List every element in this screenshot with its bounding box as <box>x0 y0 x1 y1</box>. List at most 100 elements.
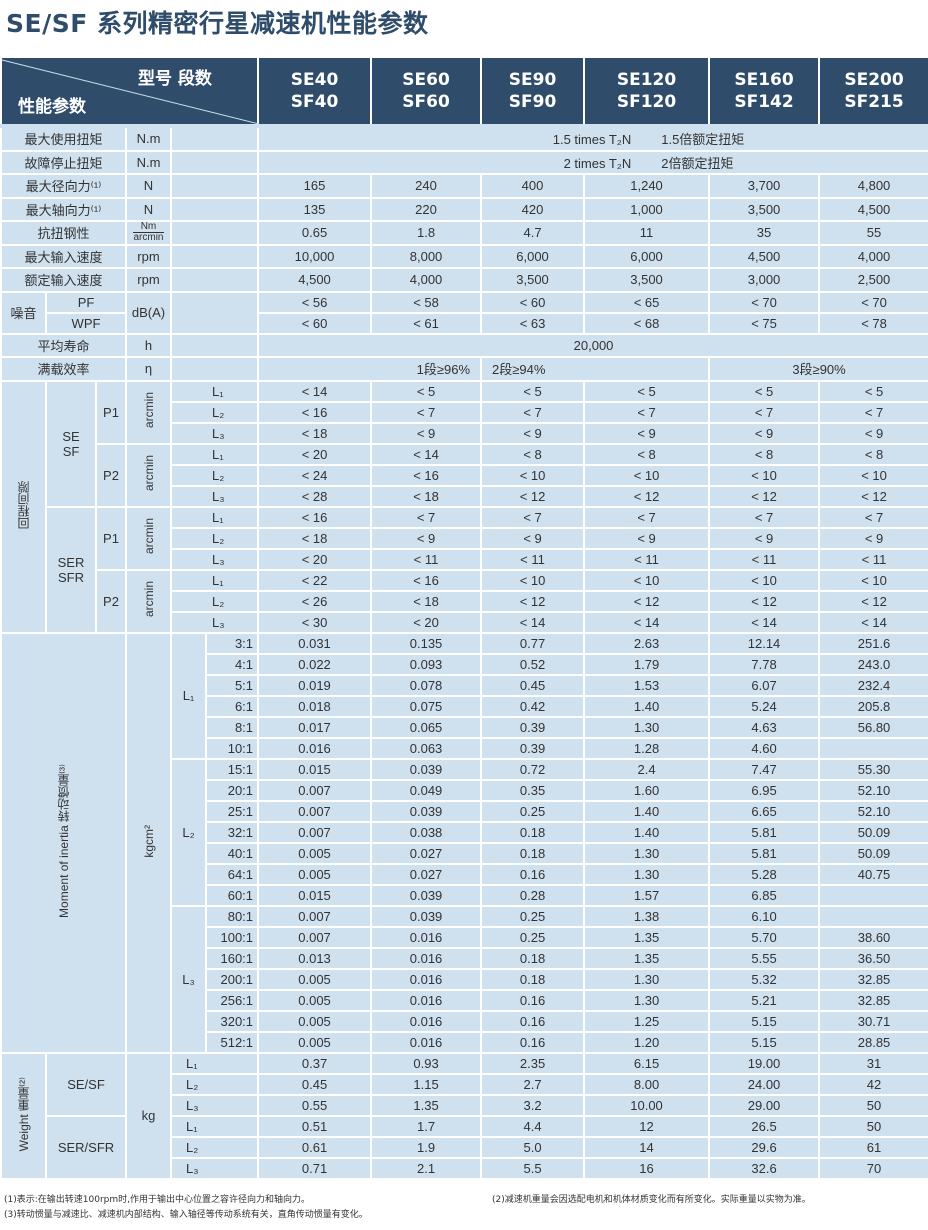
precision-label: P1 <box>95 379 127 445</box>
table-row: 20:1 0.007 0.049 0.35 1.60 6.95 52.10 <box>1 778 928 802</box>
diagonal-line <box>2 59 259 124</box>
value-cell: 0.075 <box>370 694 483 718</box>
value-cell: 0.013 <box>257 946 373 970</box>
value-cell: 35 <box>708 220 821 246</box>
table-row: P2 arcmin L₁ < 22 < 16 < 10 < 10 < 10 < 10 <box>1 568 928 634</box>
value-cell: 2.7 <box>480 1072 586 1096</box>
value-cell: 2.1 <box>370 1156 483 1180</box>
value-cell: < 7 <box>370 400 483 424</box>
value-cell: < 68 <box>583 311 711 335</box>
value-cell: < 7 <box>708 400 821 424</box>
value-cell: 32.85 <box>818 988 928 1012</box>
value-cell: < 8 <box>480 442 586 466</box>
ratio-label: 32:1 <box>204 820 260 844</box>
noise-type: WPF <box>45 311 127 335</box>
value-cell: < 8 <box>818 442 928 466</box>
value-cell: < 75 <box>708 311 821 335</box>
noise-type: PF <box>45 290 127 314</box>
ratio-label: 5:1 <box>204 673 260 697</box>
value-cell: < 14 <box>708 610 821 634</box>
value-cell: < 18 <box>257 526 373 550</box>
value-cell: 240 <box>370 173 483 199</box>
table-row: P2 arcmin L₁ < 20 < 14 < 8 < 8 < 8 < 8 <box>1 442 928 508</box>
value-cell: < 24 <box>257 463 373 487</box>
performance-table: 型号 段数 性能参数 SE40 SF40 SE60 SF60 SE90 SF90 SE120… <box>0 56 928 1180</box>
param-label: 最大输入速度 <box>0 243 127 269</box>
efficiency-value: 1段≥96% <box>257 356 483 382</box>
ratio-label: 512:1 <box>204 1030 260 1054</box>
unit-cell: arcmin <box>125 505 172 571</box>
ratio-label: 256:1 <box>204 988 260 1012</box>
value-cell: 0.45 <box>257 1072 373 1096</box>
stage-label: L₂ <box>169 400 260 424</box>
value-cell: 10,000 <box>257 243 373 269</box>
value-cell: 0.18 <box>480 946 586 970</box>
table-row: Weight 重量⁽²⁾ SE/SF kg L₁ 0.37 0.93 2.35 6.15 19.… <box>0 1051 928 1180</box>
value-cell: 205.8 <box>818 694 928 718</box>
table-row: 100:1 0.007 0.016 0.25 1.35 5.70 38.60 <box>1 925 928 949</box>
value-cell: 420 <box>480 196 586 222</box>
footnote-1: (1)表示:在输出转速100rpm时,作用于输出中心位置之容许径向力和轴向力。 <box>4 1195 311 1205</box>
value-cell: < 9 <box>370 421 483 445</box>
ratio-label: 80:1 <box>204 904 260 928</box>
precision-label: P2 <box>95 568 127 634</box>
value-cell: < 14 <box>257 379 373 403</box>
unit-cell: h <box>125 332 172 358</box>
unit-cell: kg <box>125 1051 172 1180</box>
value-cell: < 28 <box>257 484 373 508</box>
table-row: L₂ < 18 < 9 < 9 < 9 < 9 < 9 <box>1 526 928 550</box>
span-value: 2 times T₂N 2倍额定扭矩 <box>257 149 928 175</box>
stage-label: L₃ <box>169 421 260 445</box>
blank-cell <box>169 173 260 199</box>
blank-cell <box>169 125 260 152</box>
value-cell: < 12 <box>708 484 821 508</box>
ratio-label: 200:1 <box>204 967 260 991</box>
value-cell: < 14 <box>583 610 711 634</box>
value-cell: < 60 <box>257 311 373 335</box>
value-cell: < 12 <box>583 589 711 613</box>
value-cell: < 20 <box>257 442 373 466</box>
value-cell: < 10 <box>583 463 711 487</box>
value-cell: 2.63 <box>583 631 711 655</box>
value-cell <box>818 883 928 907</box>
value-cell: 0.078 <box>370 673 483 697</box>
unit-cell: N <box>125 196 172 222</box>
value-cell: 0.71 <box>257 1156 373 1180</box>
stage-label: L₂ <box>169 526 260 550</box>
value-cell: < 10 <box>818 568 928 592</box>
value-cell: 0.93 <box>370 1051 483 1075</box>
value-cell: < 11 <box>370 547 483 571</box>
value-cell: < 9 <box>480 526 586 550</box>
value-cell: 1.8 <box>370 220 483 246</box>
value-cell: 6.07 <box>708 673 821 697</box>
value-cell: 7.47 <box>708 757 821 781</box>
footnote-3: (3)转动惯量与减速比、减速机内部结构、输入轴径等传动系统有关，直角传动惯量有变… <box>4 1210 368 1220</box>
value-cell: 19.00 <box>708 1051 821 1075</box>
value-cell: < 16 <box>370 463 483 487</box>
value-cell: 400 <box>480 173 586 199</box>
stage-label: L₂ <box>170 757 207 907</box>
value-cell: < 7 <box>370 505 483 529</box>
footnote-2: (2)减速机重量会因选配电机和机体材质变化而有所变化。实际重量以实物为准。 <box>492 1195 811 1205</box>
value-cell: < 70 <box>708 290 821 314</box>
value-cell: 0.25 <box>480 799 586 823</box>
value-cell: 4,500 <box>818 196 928 222</box>
ratio-label: 8:1 <box>204 715 260 739</box>
value-cell: 31 <box>818 1051 928 1075</box>
table-row: 最大使用扭矩 N.m 1.5 times T₂N 1.5倍额定扭矩 <box>0 125 928 152</box>
table-row: L₂ < 16 < 7 < 7 < 7 < 7 < 7 <box>1 400 928 424</box>
param-label: 最大使用扭矩 <box>0 125 127 152</box>
table-row: 5:1 0.019 0.078 0.45 1.53 6.07 232.4 <box>1 673 928 697</box>
blank-cell <box>169 356 260 382</box>
precision-label: P2 <box>95 442 127 508</box>
value-cell: < 10 <box>480 568 586 592</box>
backlash-label: 回程间隙 <box>0 379 47 634</box>
value-cell: 5.15 <box>708 1030 821 1054</box>
value-cell: < 22 <box>257 568 373 592</box>
series-label: SE/SF <box>45 1051 127 1117</box>
value-cell: 1.35 <box>583 925 711 949</box>
ratio-label: 10:1 <box>204 736 260 760</box>
value-cell: 0.18 <box>480 967 586 991</box>
value-cell: < 65 <box>583 290 711 314</box>
value-cell: 70 <box>818 1156 928 1180</box>
